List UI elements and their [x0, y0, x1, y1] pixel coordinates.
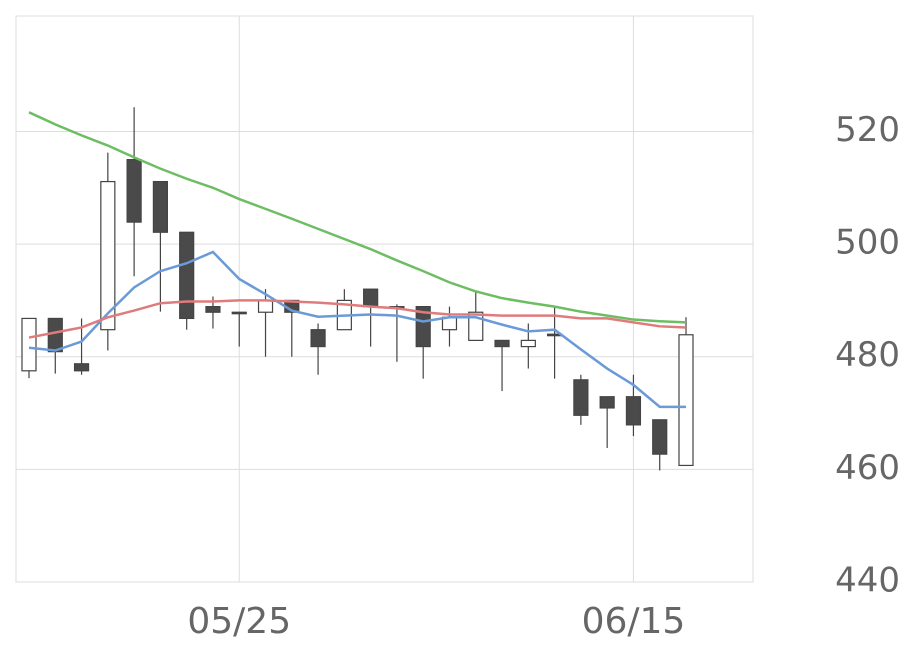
candle-body [310, 329, 326, 348]
candle-body [363, 288, 379, 308]
y-tick-label: 480 [835, 335, 900, 375]
candle-body [573, 379, 589, 416]
candle-body [205, 306, 221, 313]
moving-average [28, 111, 687, 324]
y-tick-label: 500 [835, 223, 900, 263]
candle-body [652, 419, 668, 455]
moving-average [28, 299, 687, 339]
y-tick-label: 520 [835, 110, 900, 150]
x-tick-label: 05/25 [187, 601, 291, 642]
candle-body [179, 231, 195, 320]
candle-body [152, 180, 168, 233]
y-tick-label: 460 [835, 448, 900, 488]
candle-body [625, 396, 642, 426]
moving-average [28, 250, 686, 409]
candle-body [21, 317, 37, 372]
candle-body [494, 339, 510, 348]
candle-body [599, 396, 615, 409]
candle-body [47, 317, 63, 353]
candle-body [415, 306, 431, 348]
candle-body [126, 159, 142, 223]
candle-body [100, 180, 116, 331]
candle-body [257, 299, 274, 313]
candle-body [520, 339, 536, 348]
candle-body [678, 334, 694, 467]
x-tick-label: 06/15 [582, 601, 686, 642]
plot-frame [15, 15, 754, 583]
candle-body [231, 311, 247, 315]
y-tick-label: 440 [835, 561, 900, 601]
candle-body [73, 363, 90, 372]
